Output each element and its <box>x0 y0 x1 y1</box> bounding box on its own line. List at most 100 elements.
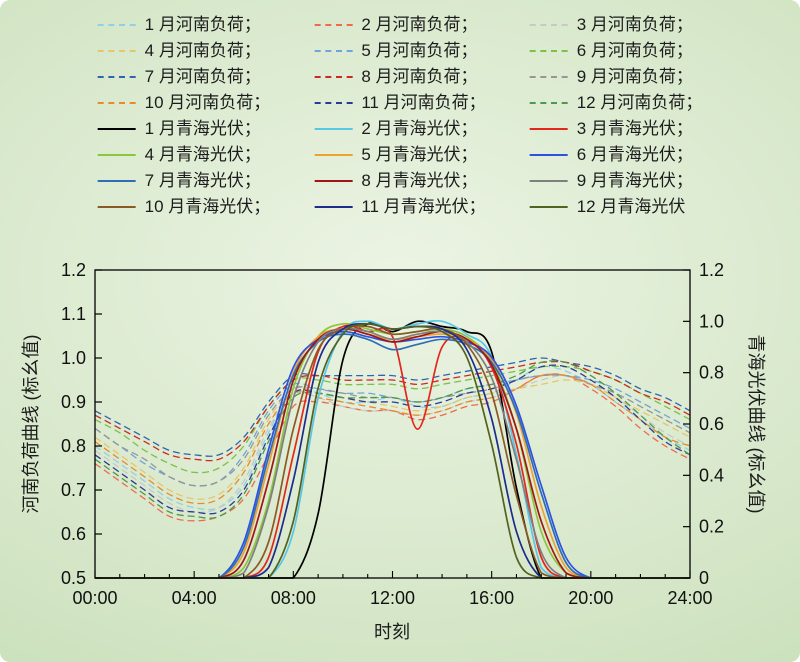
solid-line-sample-icon <box>97 205 136 208</box>
dashed-line-sample-icon <box>529 23 568 26</box>
legend-label: 11 月河南负荷； <box>361 93 486 112</box>
dashed-line-sample-icon <box>314 75 353 78</box>
right-y-tick-label: 0.4 <box>699 465 724 485</box>
dashed-line-sample-icon <box>314 101 353 104</box>
series-line-7 <box>94 357 691 457</box>
series-line-5 <box>94 374 691 487</box>
x-tick-label: 24:00 <box>667 588 712 608</box>
legend-label: 4 月河南负荷； <box>144 41 261 60</box>
legend-label: 10 月青海光伏； <box>144 197 271 216</box>
left-y-tick-label: 0.6 <box>61 524 86 544</box>
dashed-line-sample-icon <box>97 101 136 104</box>
legend-label: 12 月河南负荷； <box>576 93 703 112</box>
legend-item-7: 7 月河南负荷； <box>97 66 271 87</box>
x-tick-label: 00:00 <box>72 588 117 608</box>
left-y-tick-label: 1.1 <box>61 304 86 324</box>
right-y-tick-label: 0.6 <box>699 414 724 434</box>
dashed-line-sample-icon <box>529 101 568 104</box>
legend-item-20: 8 月青海光伏； <box>314 170 485 191</box>
right-y-tick-label: 0.2 <box>699 517 724 537</box>
left-y-tick-label: 0.7 <box>61 480 86 500</box>
solid-line-sample-icon <box>529 153 568 156</box>
left-y-tick-label: 0.5 <box>61 568 86 588</box>
dashed-line-sample-icon <box>97 23 136 26</box>
series-line-23 <box>95 322 690 579</box>
dashed-line-sample-icon <box>314 49 353 52</box>
series-line-11 <box>94 364 691 515</box>
series-line-14 <box>95 319 690 579</box>
series-line-10 <box>94 373 691 505</box>
legend-item-21: 9 月青海光伏； <box>529 170 703 191</box>
legend-item-13: 1 月青海光伏； <box>97 118 271 139</box>
chart-plot-area: 0.5 0.6 0.7 0.8 0.9 1.0 1.1 1.2 0 0.2 0.4 0.6 0.8 1.0… <box>61 260 724 608</box>
legend-item-3: 3 月河南负荷； <box>529 14 703 35</box>
solid-line-sample-icon <box>314 205 353 208</box>
left-y-tick-label: 1.2 <box>61 260 86 280</box>
solid-line-sample-icon <box>314 153 353 156</box>
series-line-16 <box>95 322 690 579</box>
axes-frame <box>94 269 691 579</box>
legend-label: 4 月青海光伏； <box>144 145 261 164</box>
solid-line-sample-icon <box>97 153 136 156</box>
legend-label: 2 月河南负荷； <box>361 15 478 34</box>
x-axis-label: 时刻 <box>374 622 410 642</box>
dashed-line-sample-icon <box>529 75 568 78</box>
legend-label: 1 月河南负荷； <box>144 15 261 34</box>
legend-item-9: 9 月河南负荷； <box>529 66 703 87</box>
right-y-axis-label: 青海光伏曲线 (标幺值) <box>746 334 766 514</box>
legend-label: 9 月河南负荷； <box>576 67 693 86</box>
legend-item-18: 6 月青海光伏； <box>529 144 703 165</box>
legend-item-15: 3 月青海光伏； <box>529 118 703 139</box>
solid-line-sample-icon <box>529 127 568 130</box>
legend-label: 5 月河南负荷； <box>361 41 478 60</box>
left-y-tick-label: 0.8 <box>61 436 86 456</box>
legend-label: 3 月青海光伏； <box>576 119 693 138</box>
legend-item-4: 4 月河南负荷； <box>97 40 271 61</box>
legend-label: 7 月河南负荷； <box>144 67 261 86</box>
x-tick-label: 20:00 <box>568 588 613 608</box>
x-tick-label: 04:00 <box>172 588 217 608</box>
dashed-line-sample-icon <box>97 49 136 52</box>
left-y-tick-label: 0.9 <box>61 392 86 412</box>
dashed-line-sample-icon <box>97 75 136 78</box>
left-y-axis-label: 河南负荷曲线 (标幺值) <box>21 334 41 514</box>
legend-label: 9 月青海光伏； <box>576 171 693 190</box>
legend-item-16: 4 月青海光伏； <box>97 144 271 165</box>
legend-label: 11 月青海光伏； <box>361 197 486 216</box>
dashed-line-sample-icon <box>314 23 353 26</box>
legend-item-6: 6 月河南负荷； <box>529 40 703 61</box>
legend-item-24: 12 月青海光伏 <box>529 196 703 217</box>
legend-item-22: 10 月青海光伏； <box>97 196 271 217</box>
right-y-tick-label: 1.2 <box>699 260 724 280</box>
chart-legend: 1 月河南负荷； 2 月河南负荷； 3 月河南负荷； 4 月河南负荷； 5 月河南负荷；… <box>97 14 703 217</box>
right-y-tick-label: 0 <box>699 568 709 588</box>
legend-label: 12 月青海光伏 <box>576 197 686 216</box>
series-line-12 <box>94 360 691 519</box>
series-line-18 <box>95 330 690 579</box>
legend-item-14: 2 月青海光伏； <box>314 118 485 139</box>
legend-label: 6 月青海光伏； <box>576 145 693 164</box>
x-tick-label: 16:00 <box>469 588 514 608</box>
legend-item-23: 11 月青海光伏； <box>314 196 486 217</box>
series-line-2 <box>94 373 691 522</box>
legend-label: 6 月河南负荷； <box>576 41 693 60</box>
legend-item-5: 5 月河南负荷； <box>314 40 485 61</box>
series-line-8 <box>94 360 691 462</box>
series-line-13 <box>95 320 690 579</box>
legend-label: 1 月青海光伏； <box>144 119 261 138</box>
series-line-22 <box>95 325 690 579</box>
legend-label: 7 月青海光伏； <box>144 171 261 190</box>
series-line-24 <box>95 322 690 579</box>
legend-label: 8 月河南负荷； <box>361 67 478 86</box>
solid-line-sample-icon <box>97 179 136 182</box>
solid-line-sample-icon <box>529 205 568 208</box>
legend-item-8: 8 月河南负荷； <box>314 66 485 87</box>
legend-item-1: 1 月河南负荷； <box>97 14 271 35</box>
legend-item-2: 2 月河南负荷； <box>314 14 485 35</box>
right-y-tick-label: 1.0 <box>699 311 724 331</box>
series-line-3 <box>94 374 691 513</box>
solid-line-sample-icon <box>314 127 353 130</box>
x-tick-label: 08:00 <box>271 588 316 608</box>
legend-item-10: 10 月河南负荷； <box>97 92 270 113</box>
